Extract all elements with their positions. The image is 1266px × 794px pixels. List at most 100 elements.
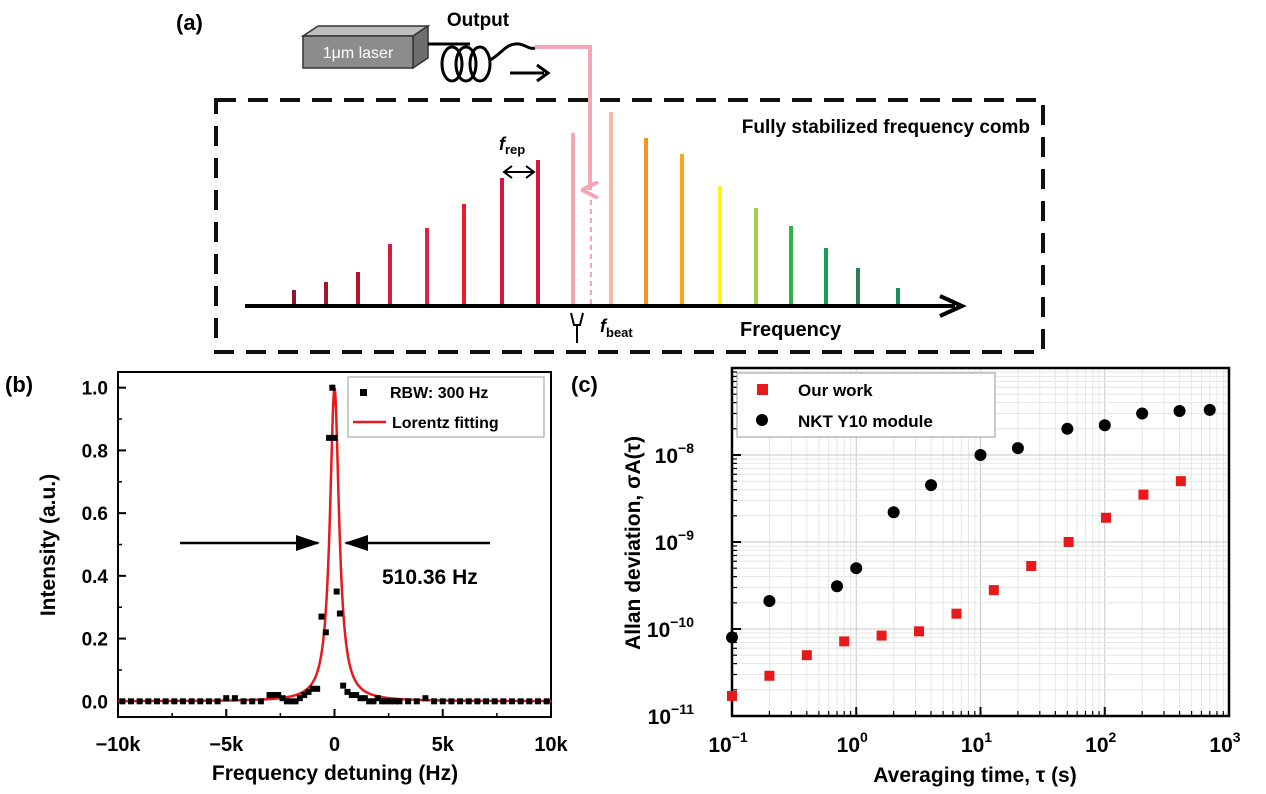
b-ytick-label-5: 1.0	[82, 379, 108, 400]
rbw-point-8	[188, 698, 195, 705]
legend-marker-nkt	[756, 414, 768, 426]
b-xtick-label-3: 5k	[432, 734, 455, 756]
rbw-point-22	[288, 698, 295, 705]
rbw-point-34	[333, 588, 340, 595]
rbw-point-0	[119, 698, 126, 705]
legend-marker-rbw	[360, 389, 367, 396]
output-arrow	[510, 63, 551, 83]
legend-marker-our-work	[757, 384, 768, 395]
nkt-point-2	[831, 580, 844, 593]
panel-c-xlabel: Averaging time, τ (s)	[873, 764, 1076, 787]
rbw-point-62	[509, 698, 516, 705]
rbw-point-66	[543, 698, 550, 705]
rbw-point-17	[266, 692, 273, 699]
rbw-point-3	[145, 698, 152, 705]
rbw-point-37	[344, 688, 351, 695]
legend-label-our-work: Our work	[798, 381, 873, 400]
rbw-point-4	[153, 698, 160, 705]
b-xtick-label-0: −10k	[95, 734, 141, 756]
rbw-point-41	[361, 695, 368, 702]
rbw-point-53	[431, 698, 438, 705]
legend-label-rbw: RBW: 300 Hz	[390, 385, 488, 402]
rbw-point-24	[296, 695, 303, 702]
rbw-point-52	[422, 695, 429, 702]
nkt-point-11	[1173, 405, 1186, 418]
b-ytick-label-2: 0.4	[82, 567, 109, 588]
comb-title: Fully stabilized frequency comb	[742, 117, 1030, 138]
rbw-point-60	[491, 698, 498, 705]
frequency-axis-label: Frequency	[740, 319, 842, 341]
rbw-point-5	[162, 698, 169, 705]
rbw-point-49	[396, 698, 403, 705]
frep-double-arrow	[502, 165, 536, 179]
rbw-point-64	[526, 698, 533, 705]
comb-dashed-box	[214, 98, 1045, 354]
rbw-point-51	[413, 698, 420, 705]
rbw-point-14	[240, 698, 247, 705]
rbw-point-30	[322, 629, 329, 636]
rbw-point-47	[387, 698, 394, 705]
rbw-point-31	[326, 434, 333, 441]
rbw-point-11	[214, 698, 221, 705]
our-work-point-5	[914, 626, 925, 637]
our-work-point-4	[876, 630, 887, 641]
c-xtick-label-4: 103	[1209, 729, 1240, 757]
fbeat-label: fbeat	[600, 316, 633, 340]
c-ytick-label-2: 10−9	[655, 527, 695, 555]
rbw-point-27	[309, 685, 316, 692]
panel-b-legend: RBW: 300 Hz Lorentz fitting	[347, 376, 545, 438]
rbw-point-35	[336, 610, 343, 617]
c-ytick-label-0: 10−11	[648, 701, 695, 729]
our-work-point-3	[839, 636, 850, 647]
rbw-point-38	[348, 692, 355, 699]
rbw-point-2	[136, 698, 143, 705]
b-ytick-label-3: 0.6	[82, 504, 108, 525]
rbw-point-48	[392, 698, 399, 705]
rbw-point-45	[379, 698, 386, 705]
our-work-point-2	[801, 650, 812, 661]
nkt-point-8	[1061, 422, 1074, 435]
fiber-coil-icon	[428, 42, 536, 83]
panel-b-xlabel: Frequency detuning (Hz)	[212, 762, 458, 785]
legend-label-nkt: NKT Y10 module	[798, 412, 933, 431]
nkt-point-7	[1011, 442, 1024, 455]
rbw-point-42	[366, 698, 373, 705]
our-work-point-12	[1175, 476, 1186, 487]
rbw-point-43	[370, 698, 377, 705]
laser-box: 1μm laser	[300, 24, 431, 70]
b-xtick-label-2: 0	[329, 734, 340, 756]
our-work-point-10	[1101, 512, 1112, 523]
rbw-point-12	[223, 695, 230, 702]
fbeat-detector-icon	[570, 312, 584, 343]
rbw-point-26	[305, 688, 312, 695]
frep-label: frep	[499, 134, 525, 157]
nkt-point-10	[1136, 407, 1149, 420]
rbw-point-10	[205, 698, 212, 705]
panel-c-ylabel: Allan deviation, σA(τ)	[622, 436, 645, 650]
legend-label-lorentz: Lorentz fitting	[392, 415, 499, 432]
rbw-point-54	[439, 698, 446, 705]
c-xtick-label-0: 10−1	[708, 729, 748, 757]
rbw-point-36	[340, 682, 347, 689]
rbw-point-1	[127, 698, 134, 705]
c-xtick-label-1: 100	[837, 729, 868, 757]
rbw-point-28	[314, 685, 321, 692]
our-work-point-0	[727, 690, 737, 701]
rbw-point-44	[374, 695, 381, 702]
nkt-point-0	[726, 631, 738, 644]
our-work-point-6	[951, 608, 962, 619]
rbw-point-63	[517, 698, 524, 705]
fwhm-annotation: 510.36 Hz	[382, 566, 478, 589]
rbw-point-59	[483, 698, 490, 705]
output-label: Output	[447, 10, 510, 31]
rbw-point-18	[270, 692, 277, 699]
panel-b-plot-area	[118, 384, 551, 705]
c-xtick-label-3: 102	[1085, 729, 1116, 757]
nkt-point-6	[974, 449, 987, 461]
rbw-point-50	[405, 698, 412, 705]
nkt-point-1	[763, 594, 776, 607]
rbw-point-33	[331, 434, 338, 441]
nkt-point-4	[887, 506, 900, 519]
panel-b-lorentz-chart: (b) −10k −5k 0 5k 10k 0.0 0.2 0.4 0.6 0.8 1.0 Freq…	[5, 371, 569, 785]
